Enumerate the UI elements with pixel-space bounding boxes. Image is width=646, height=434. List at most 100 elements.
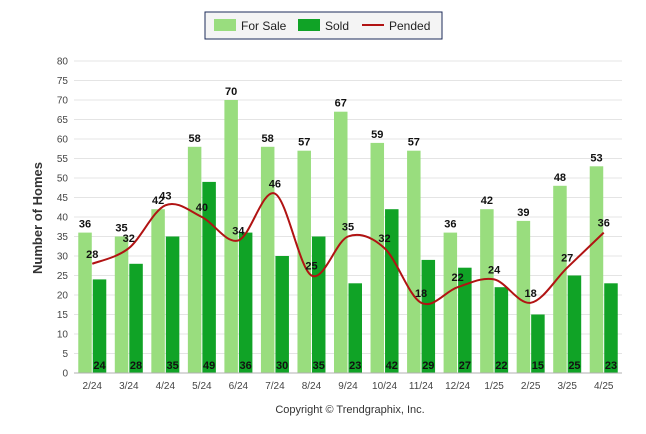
label-for-sale-1-25: 42 — [481, 195, 493, 207]
bar-for-sale-12-24 — [443, 232, 458, 373]
label-pended-4-25: 36 — [598, 218, 610, 230]
copyright-credit: Copyright © Trendgraphix, Inc. — [275, 404, 424, 416]
label-pended-3-25: 27 — [561, 253, 573, 265]
label-pended-9-24: 35 — [342, 222, 354, 234]
bar-for-sale-8-24 — [297, 150, 311, 373]
y-tick-label-5: 5 — [62, 349, 68, 360]
label-for-sale-2-24: 36 — [79, 219, 91, 231]
label-for-sale-12-24: 36 — [444, 219, 456, 231]
bar-for-sale-7-24 — [260, 146, 275, 373]
bar-for-sale-10-24 — [370, 142, 385, 373]
label-sold-12-24: 27 — [459, 360, 471, 372]
x-tick-label-11-24: 11/24 — [409, 381, 434, 392]
x-tick-label-3-25: 3/25 — [557, 381, 577, 392]
label-sold-3-24: 28 — [130, 360, 142, 372]
label-pended-7-24: 46 — [269, 179, 281, 191]
bar-sold-2-24 — [92, 279, 107, 373]
y-tick-label-45: 45 — [57, 193, 69, 204]
label-for-sale-3-25: 48 — [554, 172, 566, 184]
y-tick-label-40: 40 — [57, 213, 69, 224]
y-tick-label-65: 65 — [57, 115, 69, 126]
y-tick-label-35: 35 — [57, 232, 69, 243]
bar-sold-8-24 — [311, 236, 326, 373]
bar-for-sale-3-25 — [553, 185, 567, 373]
label-pended-2-25: 18 — [525, 288, 537, 300]
x-tick-label-8-24: 8/24 — [302, 381, 322, 392]
label-pended-12-24: 22 — [451, 272, 463, 284]
legend-label-sold: Sold — [325, 19, 349, 33]
label-sold-11-24: 29 — [422, 360, 434, 372]
label-for-sale-2-25: 39 — [517, 207, 529, 219]
legend[interactable]: For Sale Sold Pended — [204, 11, 443, 40]
y-tick-label-80: 80 — [57, 57, 69, 68]
bar-sold-10-24 — [385, 209, 399, 373]
label-for-sale-10-24: 59 — [371, 129, 383, 141]
legend-swatch-sold — [298, 19, 320, 31]
label-for-sale-11-24: 57 — [408, 137, 420, 149]
label-sold-2-24: 24 — [93, 360, 106, 372]
label-pended-4-24: 43 — [159, 190, 171, 202]
label-sold-3-25: 25 — [568, 360, 580, 372]
legend-box — [204, 11, 443, 40]
label-for-sale-9-24: 67 — [335, 98, 347, 110]
bar-for-sale-4-25 — [589, 166, 604, 373]
label-pended-3-24: 32 — [123, 233, 135, 245]
label-sold-7-24: 30 — [276, 360, 288, 372]
legend-swatch-for-sale — [214, 19, 236, 31]
bar-sold-12-24 — [458, 267, 472, 373]
y-tick-label-30: 30 — [57, 252, 69, 263]
x-tick-label-2-24: 2/24 — [83, 381, 103, 392]
x-tick-label-10-24: 10/24 — [372, 381, 397, 392]
x-tick-label-12-24: 12/24 — [445, 381, 470, 392]
label-sold-4-24: 35 — [166, 360, 178, 372]
y-tick-label-50: 50 — [57, 174, 69, 185]
bar-sold-11-24 — [421, 259, 436, 373]
label-sold-1-25: 22 — [495, 360, 507, 372]
label-sold-5-24: 49 — [203, 360, 215, 372]
x-tick-label-2-25: 2/25 — [521, 381, 541, 392]
bar-sold-3-25 — [567, 275, 582, 373]
bar-for-sale-2-24 — [78, 232, 92, 373]
bar-for-sale-4-24 — [151, 209, 165, 373]
bar-sold-6-24 — [238, 232, 253, 373]
bar-sold-4-25 — [604, 283, 618, 373]
bar-for-sale-2-25 — [516, 220, 531, 373]
label-for-sale-8-24: 57 — [298, 137, 310, 149]
label-sold-10-24: 42 — [386, 360, 398, 372]
label-pended-1-25: 24 — [488, 264, 501, 276]
bar-for-sale-6-24 — [224, 100, 238, 373]
label-pended-5-24: 40 — [196, 202, 208, 214]
y-tick-label-25: 25 — [57, 271, 69, 282]
bar-sold-9-24 — [348, 283, 362, 373]
x-tick-label-7-24: 7/24 — [265, 381, 285, 392]
bar-for-sale-11-24 — [407, 150, 421, 373]
bar-sold-4-24 — [165, 236, 180, 373]
y-tick-label-55: 55 — [57, 154, 69, 165]
y-tick-label-15: 15 — [57, 310, 69, 321]
y-tick-label-70: 70 — [57, 96, 69, 107]
y-tick-label-0: 0 — [62, 369, 68, 380]
label-sold-8-24: 35 — [313, 360, 325, 372]
label-for-sale-6-24: 70 — [225, 86, 237, 98]
label-for-sale-5-24: 58 — [188, 133, 200, 145]
label-for-sale-7-24: 58 — [262, 133, 274, 145]
bar-sold-5-24 — [202, 181, 216, 373]
bar-sold-7-24 — [275, 256, 289, 373]
y-axis-label: Number of Homes — [30, 162, 45, 274]
y-tick-label-20: 20 — [57, 291, 69, 302]
label-pended-10-24: 32 — [378, 233, 390, 245]
legend-label-for-sale: For Sale — [241, 19, 287, 33]
label-for-sale-3-24: 35 — [115, 223, 127, 235]
x-tick-label-3-24: 3/24 — [119, 381, 139, 392]
y-tick-label-10: 10 — [57, 330, 69, 341]
bar-sold-2-25 — [531, 314, 545, 373]
label-sold-9-24: 23 — [349, 360, 361, 372]
legend-label-pended: Pended — [389, 19, 430, 33]
bar-sold-1-25 — [494, 287, 509, 373]
x-tick-label-4-25: 4/25 — [594, 381, 614, 392]
label-sold-4-25: 23 — [605, 360, 617, 372]
label-for-sale-4-25: 53 — [590, 152, 602, 164]
bar-sold-3-24 — [129, 263, 143, 373]
x-tick-label-6-24: 6/24 — [229, 381, 249, 392]
